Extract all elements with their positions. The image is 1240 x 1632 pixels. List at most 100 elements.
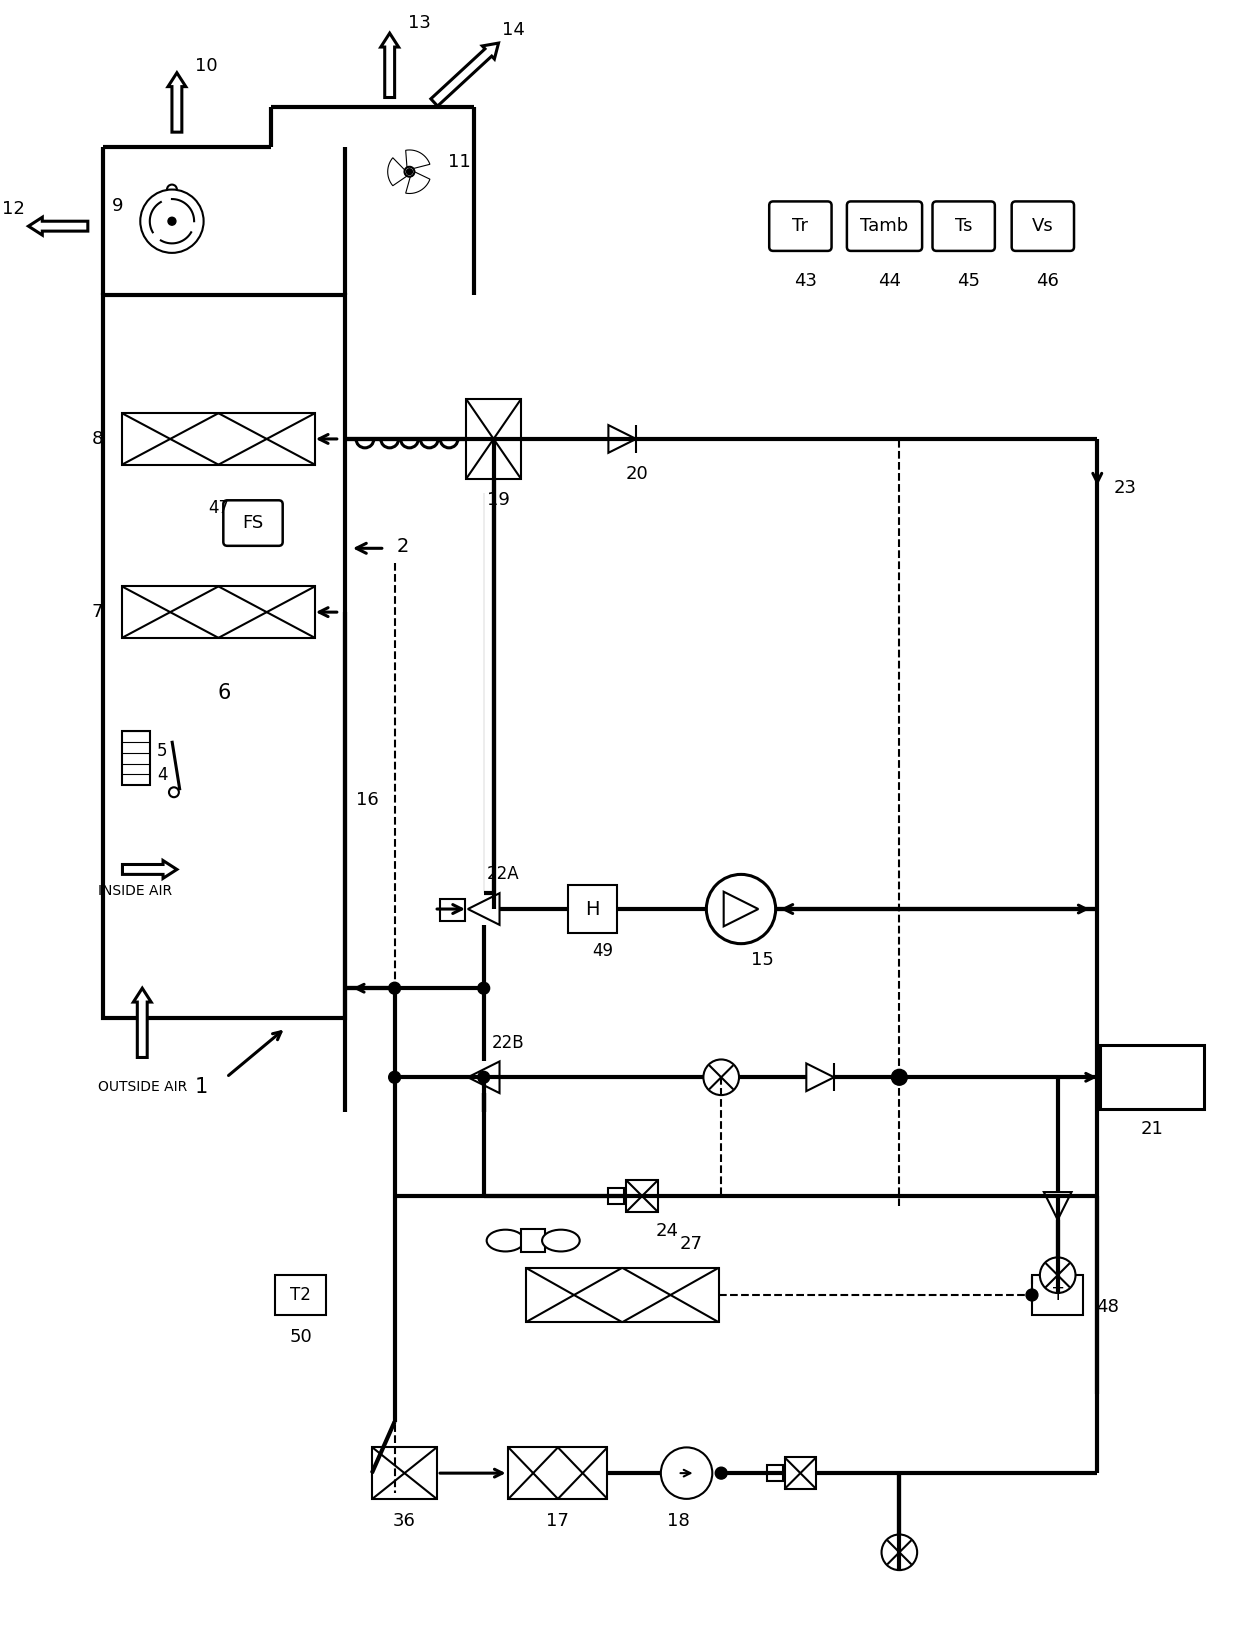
Bar [508,1448,608,1498]
Text: Tamb: Tamb [861,217,909,235]
Polygon shape [430,42,498,106]
Bar [123,731,150,785]
Bar [521,1229,546,1252]
Bar [372,1448,436,1498]
Text: 48: 48 [1096,1297,1118,1315]
Bar [466,400,521,478]
Text: Vs: Vs [1032,217,1054,235]
Text: 46: 46 [1037,271,1059,289]
Polygon shape [806,1064,835,1092]
FancyBboxPatch shape [1012,201,1074,251]
Bar [766,1466,782,1482]
Text: 10: 10 [195,57,218,75]
Bar [1100,1044,1204,1110]
Bar [122,413,315,465]
Text: 18: 18 [667,1511,689,1529]
Text: 47: 47 [208,499,229,517]
Text: 50: 50 [289,1327,312,1345]
Text: 2: 2 [397,537,409,557]
Text: 13: 13 [408,15,430,33]
Circle shape [882,1534,918,1570]
Text: OUTSIDE AIR: OUTSIDE AIR [98,1080,187,1093]
Polygon shape [134,989,151,1058]
Polygon shape [405,171,430,194]
Text: 23: 23 [1114,480,1137,498]
Circle shape [477,982,490,994]
Text: 44: 44 [878,271,901,289]
Polygon shape [1044,1191,1071,1219]
Polygon shape [167,73,186,132]
Text: 16: 16 [356,792,378,809]
Circle shape [477,1071,490,1084]
Circle shape [407,168,413,175]
Polygon shape [381,33,398,98]
Circle shape [167,217,176,225]
Text: H: H [585,899,600,919]
Circle shape [1040,1257,1075,1293]
Text: 5: 5 [156,741,167,759]
Text: 21: 21 [1141,1120,1163,1138]
Text: T: T [1053,1286,1063,1304]
Text: 1: 1 [195,1077,208,1097]
Polygon shape [405,150,430,168]
Circle shape [388,1071,401,1084]
Text: 6: 6 [217,682,231,703]
Circle shape [1025,1289,1038,1301]
Circle shape [167,184,177,194]
Text: 15: 15 [751,951,774,969]
Text: 24: 24 [655,1222,678,1240]
Text: FS: FS [242,514,264,532]
Text: Ts: Ts [955,217,972,235]
Circle shape [707,875,776,943]
Text: 45: 45 [957,271,980,289]
Text: 27: 27 [680,1234,703,1252]
Polygon shape [29,217,88,235]
FancyBboxPatch shape [932,201,994,251]
Bar [440,899,465,920]
Circle shape [703,1059,739,1095]
Text: 11: 11 [448,153,470,171]
Ellipse shape [542,1229,579,1252]
Bar [275,1275,326,1315]
Polygon shape [123,860,177,878]
Text: 19: 19 [487,491,510,509]
Text: 22A: 22A [487,865,520,883]
Bar [526,1268,719,1322]
Text: 43: 43 [794,271,817,289]
Text: T2: T2 [290,1286,311,1304]
Polygon shape [467,1061,500,1093]
Polygon shape [609,424,636,452]
Text: 22B: 22B [492,1033,525,1051]
Circle shape [169,787,179,796]
FancyBboxPatch shape [223,501,283,545]
Bar [609,1188,624,1204]
Text: 9: 9 [112,197,123,215]
Text: 17: 17 [547,1511,569,1529]
Circle shape [661,1448,712,1498]
Text: 49: 49 [591,942,613,960]
Bar [103,295,345,1018]
Bar [122,586,315,638]
Text: Tr: Tr [792,217,808,235]
Polygon shape [467,893,500,925]
Circle shape [404,166,414,176]
Bar [568,885,618,934]
Text: 36: 36 [393,1511,415,1529]
Circle shape [715,1467,727,1479]
Text: 7: 7 [92,604,103,622]
FancyBboxPatch shape [847,201,923,251]
Circle shape [892,1069,908,1085]
Text: 14: 14 [502,21,525,39]
Bar [1032,1275,1084,1315]
Text: INSIDE AIR: INSIDE AIR [98,885,172,898]
Circle shape [388,982,401,994]
Ellipse shape [486,1229,525,1252]
Bar [785,1457,816,1488]
Text: 12: 12 [2,201,25,219]
Text: 4: 4 [156,767,167,785]
FancyBboxPatch shape [769,201,832,251]
Polygon shape [388,158,407,186]
Bar [626,1180,658,1213]
Text: 20: 20 [626,465,649,483]
Polygon shape [724,891,759,927]
